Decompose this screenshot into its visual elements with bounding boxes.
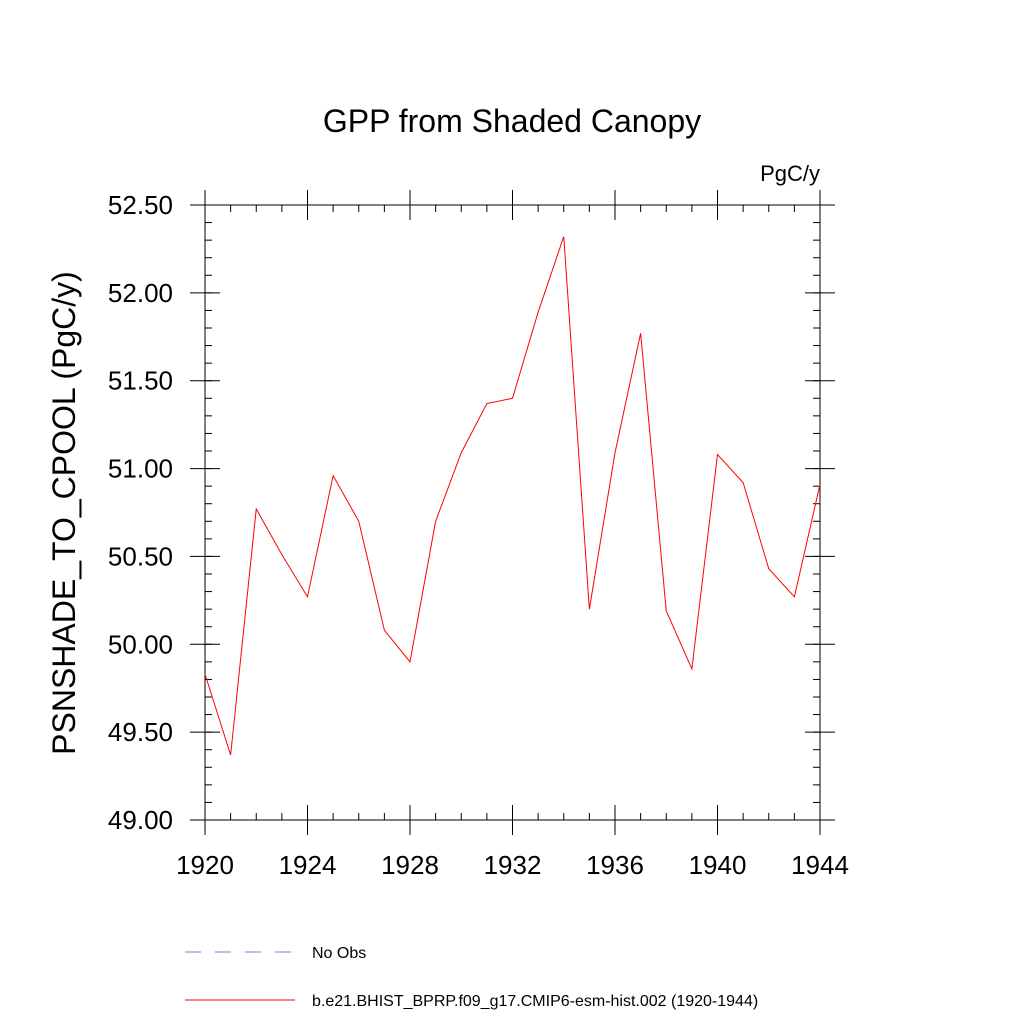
y-tick-label: 52.00	[108, 278, 173, 308]
x-tick-label: 1944	[791, 850, 849, 880]
series-line	[204, 236, 821, 756]
y-tick-label: 49.50	[108, 717, 173, 747]
y-tick-label: 50.50	[108, 541, 173, 571]
y-tick-labels: 49.00 49.50 50.00 50.50 51.00 51.50 52.00 52.50	[108, 190, 173, 835]
y-tick-label: 52.50	[108, 190, 173, 220]
chart-title: GPP from Shaded Canopy	[323, 103, 701, 139]
y-axis-label: PSNSHADE_TO_CPOOL (PgC/y)	[46, 271, 82, 755]
x-tick-label: 1932	[484, 850, 542, 880]
x-tick-label: 1936	[586, 850, 644, 880]
legend-label: b.e21.BHIST_BPRP.f09_g17.CMIP6-esm-hist.…	[312, 993, 758, 1010]
x-tick-label: 1924	[279, 850, 337, 880]
plot-frame	[204, 204, 821, 821]
legend: No Obs b.e21.BHIST_BPRP.f09_g17.CMIP6-esm…	[185, 945, 758, 1010]
legend-label: No Obs	[312, 945, 366, 962]
y-tick-label: 50.00	[108, 629, 173, 659]
y-tick-label: 49.00	[108, 805, 173, 835]
x-tick-label: 1920	[176, 850, 234, 880]
y-tick-label: 51.00	[108, 454, 173, 484]
x-tick-label: 1928	[381, 850, 439, 880]
axis-ticks	[190, 190, 835, 835]
x-tick-labels: 1920 1924 1928 1932 1936 1940 1944	[176, 850, 849, 880]
series-group	[204, 236, 821, 756]
x-tick-label: 1940	[689, 850, 747, 880]
y-tick-label: 51.50	[108, 366, 173, 396]
units-label: PgC/y	[760, 161, 820, 186]
